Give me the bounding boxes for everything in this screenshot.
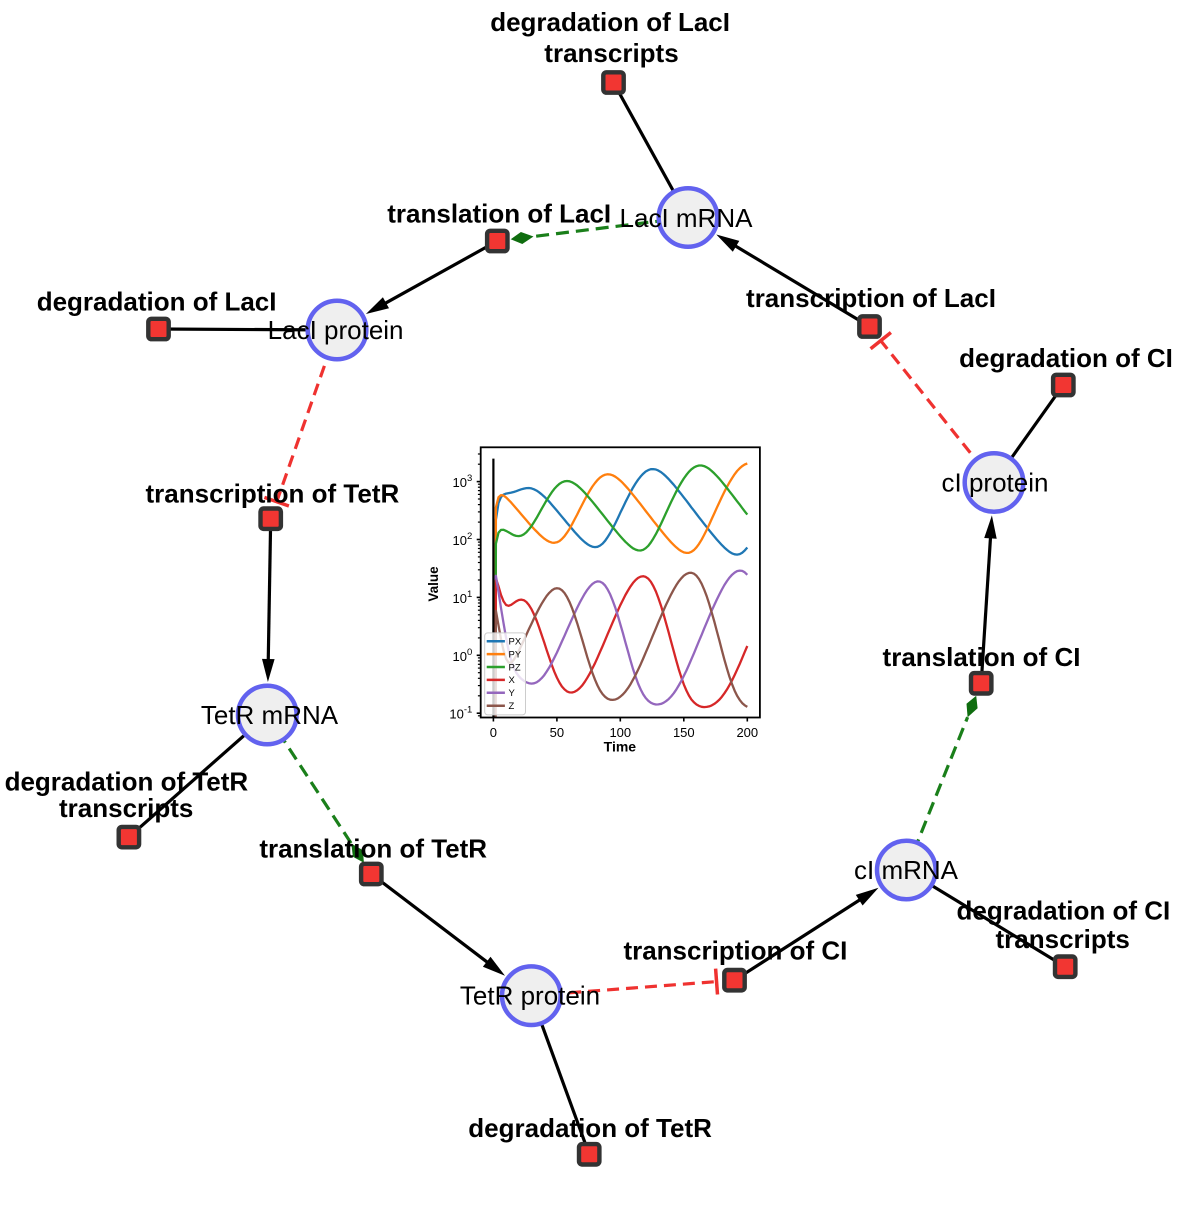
svg-text:Time: Time [604, 739, 637, 755]
svg-text:degradation of CI: degradation of CI [959, 343, 1173, 373]
svg-text:50: 50 [550, 725, 564, 740]
svg-text:transcription of TetR: transcription of TetR [146, 479, 400, 509]
svg-text:200: 200 [736, 725, 758, 740]
svg-text:PY: PY [509, 649, 522, 660]
svg-text:transcription of CI: transcription of CI [623, 936, 847, 966]
svg-text:cI protein: cI protein [942, 468, 1049, 498]
svg-text:transcription of LacI: transcription of LacI [746, 283, 996, 313]
svg-text:100: 100 [609, 725, 631, 740]
svg-text:translation of TetR: translation of TetR [259, 834, 487, 864]
svg-text:cI mRNA: cI mRNA [854, 855, 959, 885]
svg-text:degradation of CI: degradation of CI [957, 896, 1171, 926]
svg-text:X: X [509, 675, 516, 686]
svg-text:translation of LacI: translation of LacI [387, 199, 611, 229]
svg-text:LacI mRNA: LacI mRNA [620, 203, 754, 233]
svg-text:Value: Value [426, 566, 441, 602]
svg-text:Z: Z [509, 701, 515, 712]
svg-text:150: 150 [673, 725, 695, 740]
svg-text:degradation of TetR: degradation of TetR [468, 1113, 712, 1143]
svg-text:0: 0 [490, 725, 497, 740]
svg-text:transcripts: transcripts [996, 924, 1130, 954]
svg-text:PZ: PZ [509, 662, 521, 673]
svg-text:TetR protein: TetR protein [460, 981, 600, 1011]
svg-text:PX: PX [509, 637, 522, 648]
svg-text:degradation of TetR: degradation of TetR [5, 767, 249, 797]
svg-text:degradation of LacI: degradation of LacI [490, 7, 730, 37]
svg-text:translation of CI: translation of CI [883, 642, 1081, 672]
svg-text:LacI protein: LacI protein [268, 315, 404, 345]
svg-text:transcripts: transcripts [59, 793, 193, 823]
svg-text:Y: Y [509, 688, 516, 699]
svg-text:transcripts: transcripts [544, 38, 678, 68]
svg-text:degradation of LacI: degradation of LacI [37, 287, 277, 317]
svg-text:TetR mRNA: TetR mRNA [201, 700, 339, 730]
